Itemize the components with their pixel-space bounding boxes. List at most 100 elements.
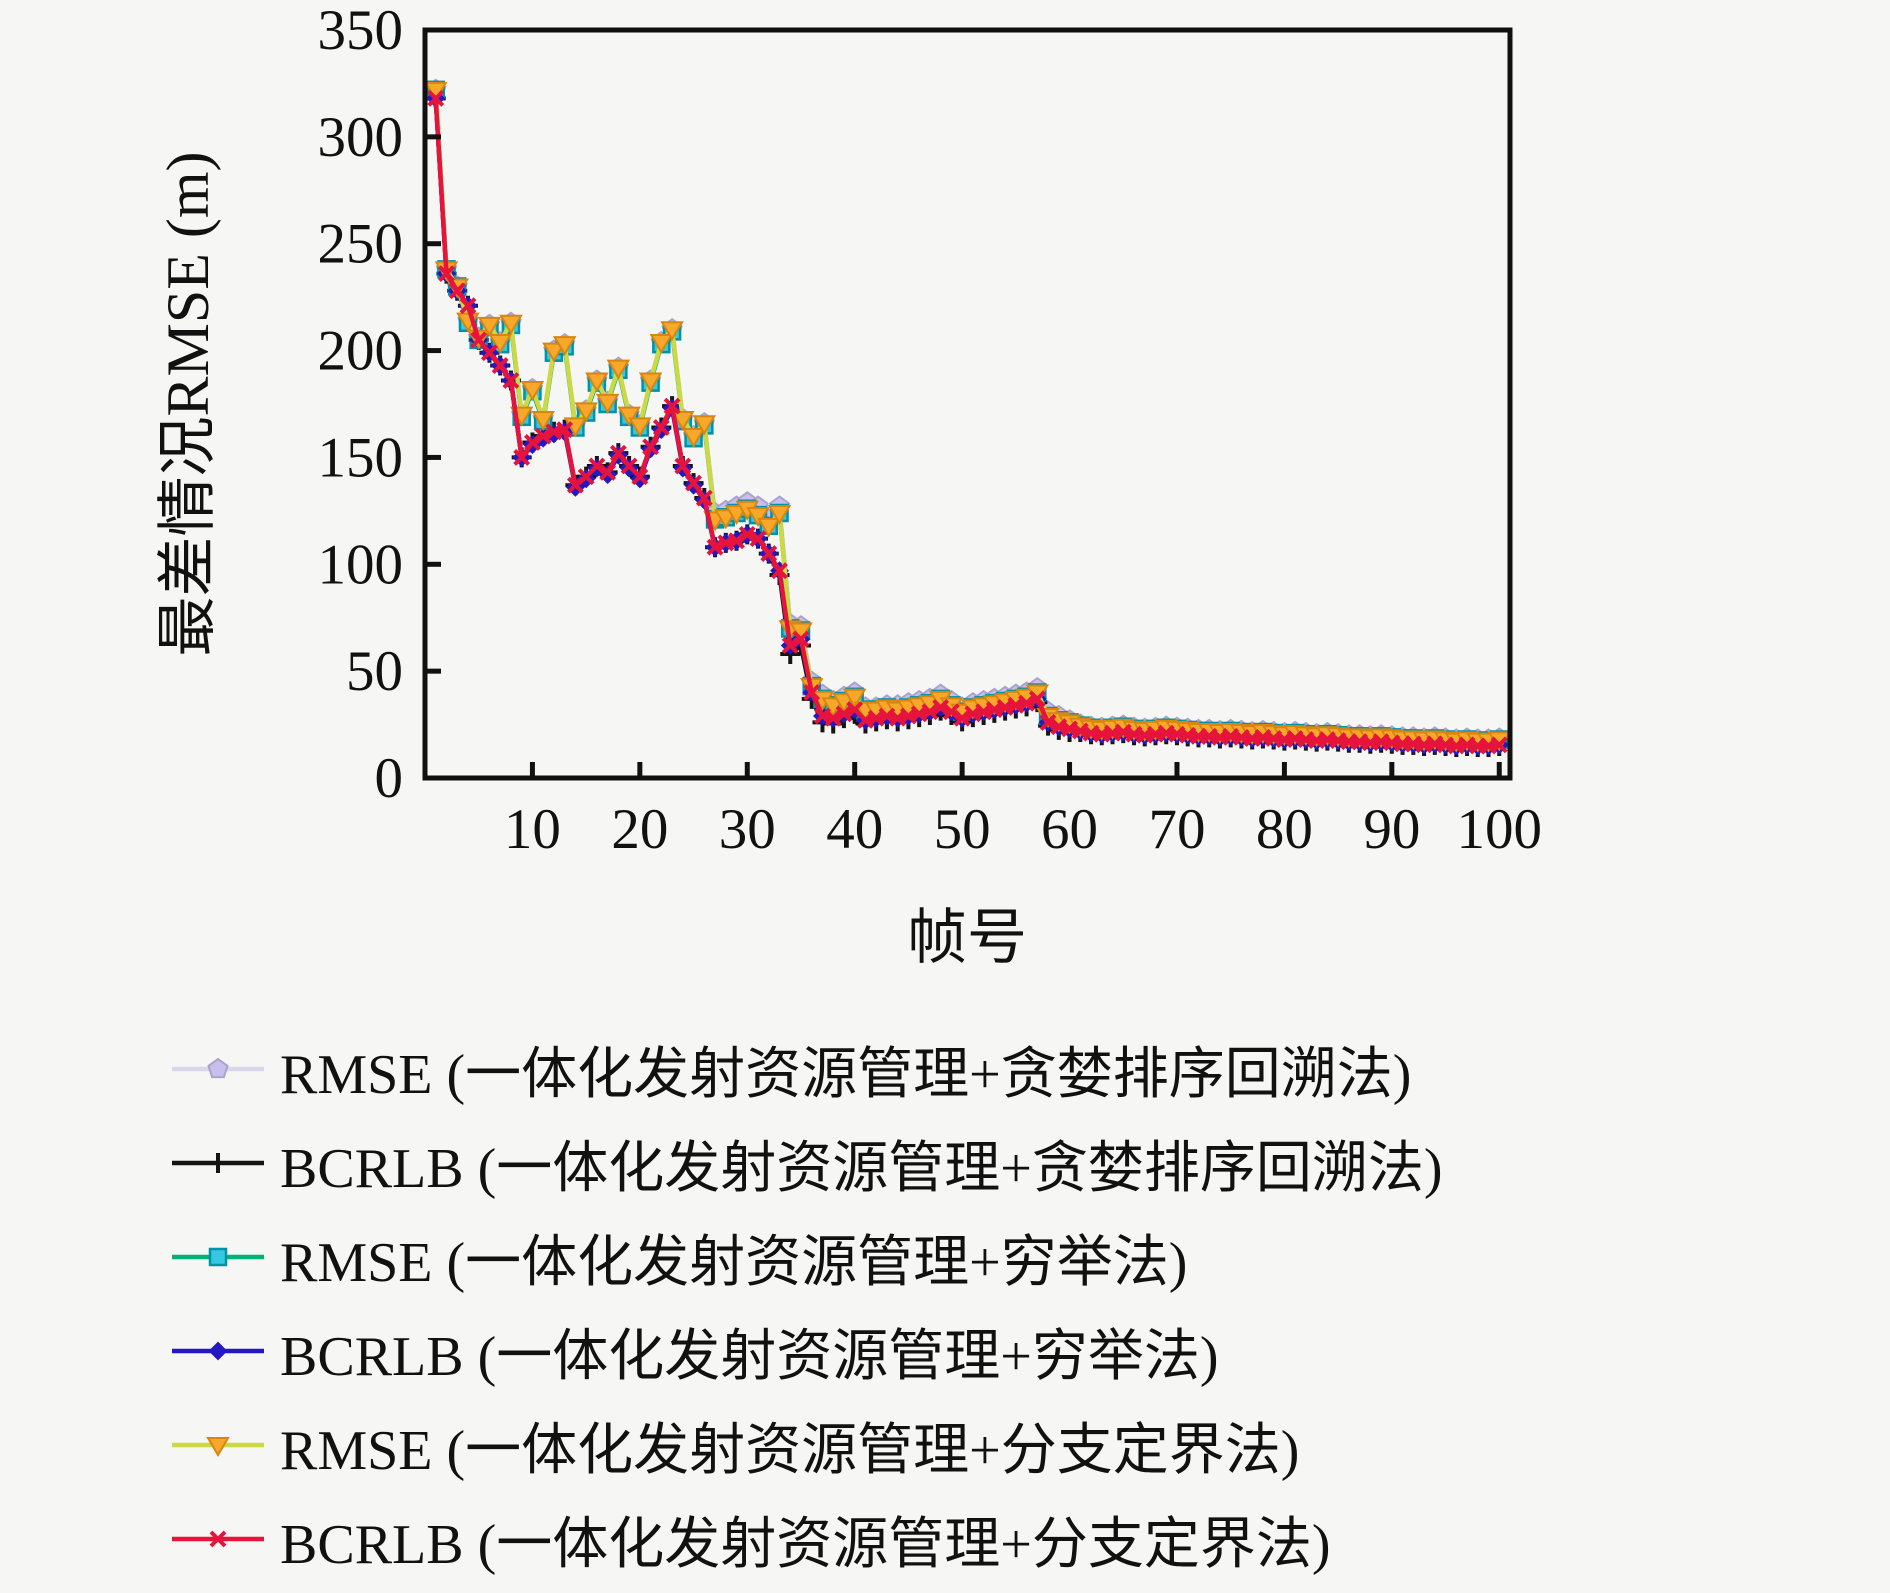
triangle-down-marker-icon — [574, 402, 598, 423]
square-marker-icon — [208, 1247, 228, 1267]
x-marker-icon — [524, 434, 541, 451]
x-marker-icon — [1018, 694, 1035, 712]
triangle-down-marker-icon — [692, 415, 717, 436]
x-marker-icon — [588, 457, 606, 475]
triangle-down-marker-icon — [757, 517, 781, 538]
x-marker-icon — [642, 438, 660, 456]
x-tick-label: 10 — [504, 798, 561, 861]
x-marker-icon — [685, 474, 702, 492]
x-marker-icon — [749, 530, 767, 548]
legend-label: BCRLB (一体化发射资源管理+贪婪排序回溯法) — [280, 1137, 1443, 1200]
x-marker-icon — [803, 684, 821, 701]
triangle-down-marker-icon — [660, 321, 684, 342]
x-tick-label: 30 — [719, 798, 776, 861]
legend-item-pentagon: RMSE (一体化发射资源管理+贪婪排序回溯法) — [170, 1022, 1443, 1116]
x-marker-icon — [599, 463, 617, 481]
x-marker-icon — [1490, 736, 1508, 754]
plot-border — [422, 27, 1513, 781]
x-legend-swatch-icon — [172, 1530, 264, 1548]
x-marker-icon — [706, 538, 724, 556]
triangle-down-marker-icon — [842, 688, 867, 709]
series-layer — [423, 78, 1512, 758]
series-line — [433, 98, 1500, 749]
x-marker-icon — [771, 562, 788, 580]
triangle-down-marker-icon — [585, 372, 609, 393]
x-marker-icon — [609, 444, 627, 462]
x-marker-icon — [556, 421, 574, 439]
triangle-down-marker-icon — [649, 334, 674, 354]
x-marker-icon — [491, 357, 509, 374]
triangle-down-marker-icon — [767, 504, 792, 525]
series-3 — [426, 88, 1509, 756]
x-marker-icon — [792, 630, 810, 648]
series-line — [433, 98, 1500, 750]
square-legend-swatch-icon — [172, 1247, 264, 1267]
x-marker-icon — [534, 427, 552, 445]
triangle-down-marker-icon — [531, 410, 555, 431]
series-1 — [425, 88, 1510, 758]
x-tick-label: 100 — [1457, 798, 1543, 861]
x-marker-icon — [427, 89, 445, 107]
legend-item-x: BCRLB (一体化发射资源管理+分支定界法) — [170, 1492, 1443, 1586]
y-tick-label: 100 — [318, 533, 404, 596]
y-tick-label: 250 — [318, 213, 404, 276]
triangle-down-marker-icon — [746, 507, 770, 528]
triangle-down-marker-icon — [520, 381, 545, 402]
series-4 — [423, 81, 1512, 753]
x-tick-label: 20 — [611, 798, 668, 861]
triangle-down-marker-icon — [681, 428, 706, 449]
x-marker-icon — [459, 297, 477, 315]
triangle-down-marker-icon — [552, 336, 577, 357]
legend-item-triangle-down: RMSE (一体化发射资源管理+分支定界法) — [170, 1398, 1443, 1492]
y-tick-label: 350 — [318, 0, 404, 62]
triangle-down-marker-icon — [606, 359, 631, 380]
x-marker-icon — [695, 489, 713, 507]
pentagon-marker-icon — [207, 1057, 229, 1079]
x-tick-label: 90 — [1363, 798, 1420, 861]
x-tick-label: 70 — [1148, 798, 1205, 861]
triangle-down-marker-icon — [499, 314, 523, 335]
legend-item-square: RMSE (一体化发射资源管理+穷举法) — [170, 1210, 1443, 1304]
triangle-down-marker-icon — [638, 372, 663, 393]
x-axis-label: 帧号 — [907, 905, 1027, 971]
series-5 — [427, 89, 1508, 755]
x-marker-icon — [674, 457, 692, 475]
x-tick-label: 60 — [1041, 798, 1098, 861]
plus-marker-icon — [208, 1153, 228, 1173]
triangle-down-marker-icon — [542, 342, 566, 363]
triangle-down-marker-icon — [206, 1437, 230, 1457]
x-marker-icon — [448, 282, 466, 300]
legend-label: BCRLB (一体化发射资源管理+穷举法) — [280, 1325, 1219, 1388]
x-marker-icon — [470, 331, 488, 349]
triangle-down-marker-icon — [595, 393, 620, 414]
x-marker-icon — [932, 699, 950, 716]
legend-label: RMSE (一体化发射资源管理+贪婪排序回溯法) — [280, 1043, 1412, 1106]
y-axis-label: 最差情况RMSE (m) — [155, 151, 221, 656]
y-tick-label: 50 — [346, 640, 403, 703]
y-tick-label: 200 — [318, 320, 404, 383]
diamond-marker-icon — [208, 1341, 228, 1361]
diamond-legend-swatch-icon — [172, 1341, 264, 1361]
triangle-down-marker-icon — [628, 417, 652, 438]
plus-legend-swatch-icon — [172, 1153, 264, 1173]
x-marker-icon — [835, 705, 853, 723]
x-marker-icon — [209, 1530, 227, 1548]
x-marker-icon — [1039, 714, 1057, 731]
legend-item-diamond: BCRLB (一体化发射资源管理+穷举法) — [170, 1304, 1443, 1398]
axes-layer: 10 20 30 40 50 60 70 80 90 100 0 50 100 150 200 250 300 3… — [318, 0, 1543, 861]
x-marker-icon — [631, 468, 649, 486]
triangle-down-legend-swatch-icon — [172, 1437, 264, 1457]
triangle-down-marker-icon — [617, 406, 641, 427]
x-marker-icon — [513, 449, 531, 466]
legend-label: RMSE (一体化发射资源管理+穷举法) — [280, 1231, 1188, 1294]
y-tick-label: 300 — [318, 106, 404, 169]
x-marker-icon — [824, 709, 842, 727]
x-marker-icon — [781, 637, 799, 654]
x-marker-icon — [942, 703, 960, 721]
x-marker-icon — [728, 532, 745, 550]
x-tick-label: 40 — [826, 798, 883, 861]
y-tick-label: 150 — [318, 426, 404, 489]
x-marker-icon — [1028, 690, 1046, 708]
chart-legend: RMSE (一体化发射资源管理+贪婪排序回溯法) BCRLB (一体化发射资源管理… — [170, 1022, 1443, 1586]
